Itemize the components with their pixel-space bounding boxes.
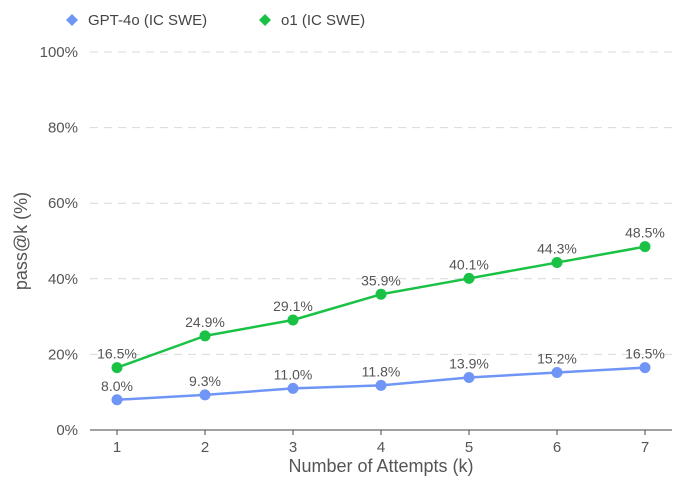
data-label: 44.3% bbox=[537, 241, 577, 257]
x-tick-label: 1 bbox=[113, 439, 121, 456]
legend-label-o1: o1 (IC SWE) bbox=[281, 12, 365, 29]
data-label: 48.5% bbox=[625, 225, 665, 241]
data-label: 40.1% bbox=[449, 256, 489, 272]
data-label: 15.2% bbox=[537, 351, 577, 367]
x-tick-label: 4 bbox=[377, 439, 385, 456]
gridlines bbox=[90, 51, 672, 355]
x-tick-label: 7 bbox=[641, 439, 649, 456]
y-axis-title: pass@k (%) bbox=[11, 192, 31, 290]
data-point[interactable] bbox=[551, 367, 563, 379]
y-tick-label: 80% bbox=[48, 120, 78, 137]
x-tick-label: 2 bbox=[201, 439, 209, 456]
legend-marker-o1 bbox=[259, 14, 271, 26]
data-point[interactable] bbox=[639, 241, 651, 253]
y-tick-label: 20% bbox=[48, 346, 78, 363]
series-1: 16.5% 24.9% 29.1% 35.9% 40.1% 44.3% 48.5% bbox=[97, 225, 665, 374]
y-tick-label: 100% bbox=[40, 44, 78, 61]
x-tick-label: 5 bbox=[465, 439, 473, 456]
data-point[interactable] bbox=[111, 362, 123, 374]
data-point[interactable] bbox=[375, 379, 387, 391]
data-point[interactable] bbox=[287, 382, 299, 394]
data-label: 24.9% bbox=[185, 314, 225, 330]
legend-item-gpt4o[interactable]: GPT-4o (IC SWE) bbox=[66, 12, 207, 29]
x-tick-label: 3 bbox=[289, 439, 297, 456]
data-label: 11.8% bbox=[362, 363, 401, 379]
data-label: 29.1% bbox=[273, 298, 313, 314]
data-point[interactable] bbox=[199, 389, 211, 401]
data-point[interactable] bbox=[463, 371, 475, 383]
data-label: 35.9% bbox=[361, 272, 401, 288]
legend-label-gpt4o: GPT-4o (IC SWE) bbox=[88, 12, 207, 29]
series-0: 8.0% 9.3% 11.0% 11.8% 13.9% 15.2% 16.5% bbox=[101, 346, 665, 406]
data-point[interactable] bbox=[639, 362, 651, 374]
y-tick-label: 0% bbox=[56, 422, 78, 439]
data-label: 16.5% bbox=[625, 346, 665, 362]
y-tick-label: 40% bbox=[48, 271, 78, 288]
x-tick-label: 6 bbox=[553, 439, 561, 456]
data-point[interactable] bbox=[199, 330, 211, 342]
data-point[interactable] bbox=[287, 314, 299, 326]
data-point[interactable] bbox=[111, 394, 123, 406]
data-point[interactable] bbox=[463, 272, 475, 284]
series-line bbox=[116, 245, 646, 369]
data-point[interactable] bbox=[375, 288, 387, 300]
data-label: 8.0% bbox=[101, 378, 133, 394]
y-tick-label: 60% bbox=[48, 195, 78, 212]
y-tick-labels: 0% 20% 40% 60% 80% 100% bbox=[40, 44, 78, 439]
x-axis-title: Number of Attempts (k) bbox=[288, 456, 473, 476]
legend-item-o1[interactable]: o1 (IC SWE) bbox=[259, 12, 365, 29]
data-label: 13.9% bbox=[449, 355, 489, 371]
series: 8.0% 9.3% 11.0% 11.8% 13.9% 15.2% 16.5% 16.5% 24… bbox=[97, 225, 665, 406]
data-label: 9.3% bbox=[189, 373, 221, 389]
data-label: 11.0% bbox=[274, 366, 313, 382]
x-tick-labels: 1 2 3 4 5 6 7 bbox=[113, 430, 649, 456]
legend-marker-gpt4o bbox=[66, 14, 78, 26]
data-point[interactable] bbox=[551, 257, 563, 269]
legend: GPT-4o (IC SWE) o1 (IC SWE) bbox=[66, 12, 365, 29]
data-label: 16.5% bbox=[97, 346, 137, 362]
